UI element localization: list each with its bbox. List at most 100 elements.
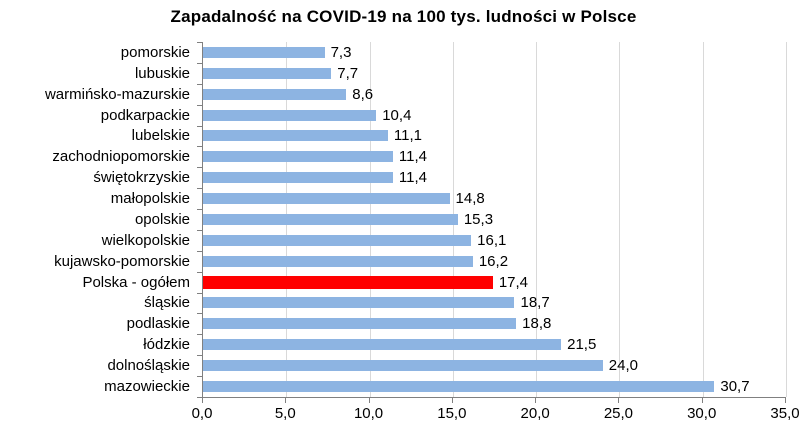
y-axis-tick bbox=[197, 376, 202, 378]
bar-row: 21,5 bbox=[203, 334, 786, 355]
y-axis-tick bbox=[197, 167, 202, 169]
category-label: zachodniopomorskie bbox=[52, 148, 190, 166]
x-axis-tick-label: 10,0 bbox=[353, 405, 384, 422]
x-axis-tick bbox=[202, 398, 203, 403]
x-axis-tick bbox=[535, 398, 537, 403]
bar-value-label: 7,7 bbox=[337, 64, 359, 82]
y-axis-tick bbox=[197, 397, 202, 398]
chart-title: Zapadalność na COVID-19 na 100 tys. ludn… bbox=[170, 7, 637, 26]
bar-row: 11,4 bbox=[203, 146, 786, 167]
x-axis-tick bbox=[368, 398, 370, 403]
bar bbox=[203, 151, 393, 163]
x-axis-tick bbox=[618, 398, 620, 403]
bar bbox=[203, 360, 603, 372]
x-axis-tick bbox=[701, 398, 703, 403]
category-label: kujawsko-pomorskie bbox=[54, 252, 190, 270]
category-label: mazowieckie bbox=[104, 377, 190, 395]
category-label: lubuskie bbox=[134, 64, 190, 82]
category-label: świętokrzyskie bbox=[93, 169, 190, 187]
x-axis-tick bbox=[785, 398, 786, 403]
bar bbox=[203, 297, 515, 309]
bar bbox=[203, 234, 472, 246]
category-label: łódzkie bbox=[143, 336, 190, 354]
bar-value-label: 16,2 bbox=[478, 252, 509, 270]
y-axis-tick bbox=[197, 292, 202, 294]
x-axis-tick-label: 15,0 bbox=[437, 405, 467, 422]
y-axis-tick bbox=[197, 125, 202, 127]
bar bbox=[203, 193, 450, 205]
y-axis-tick bbox=[197, 229, 202, 231]
y-axis-tick bbox=[197, 313, 202, 315]
category-label: wielkopolskie bbox=[101, 231, 190, 249]
bar bbox=[203, 46, 325, 58]
bar-value-label: 17,4 bbox=[498, 273, 529, 291]
bar-value-label: 11,4 bbox=[398, 169, 427, 187]
bar-value-label: 21,5 bbox=[567, 336, 597, 354]
bar-row: 14,8 bbox=[203, 188, 786, 209]
bar-row: 15,3 bbox=[203, 209, 786, 230]
x-axis-tick-label: 0,0 bbox=[191, 405, 213, 422]
x-axis-tick bbox=[451, 398, 453, 403]
bar bbox=[203, 88, 347, 100]
x-axis-tick-label: 5,0 bbox=[274, 405, 296, 422]
bar-row: 11,4 bbox=[203, 167, 786, 188]
y-axis-tick bbox=[197, 104, 202, 106]
bar-row: 17,4 bbox=[203, 272, 786, 293]
bar-value-label: 8,6 bbox=[352, 85, 374, 103]
y-axis-tick bbox=[197, 188, 202, 190]
bar bbox=[203, 213, 458, 225]
y-axis-tick bbox=[197, 355, 202, 357]
bar-row: 7,7 bbox=[203, 63, 786, 84]
bar-row: 24,0 bbox=[203, 355, 786, 376]
category-label: śląskie bbox=[144, 294, 190, 312]
bar-row: 11,1 bbox=[203, 126, 786, 147]
bar bbox=[203, 67, 332, 79]
bar-row: 7,3 bbox=[203, 42, 786, 63]
y-axis-tick bbox=[197, 209, 202, 211]
gridline bbox=[619, 42, 621, 397]
y-axis-tick bbox=[197, 334, 202, 336]
category-label: podlaskie bbox=[126, 315, 190, 333]
bar-value-label: 15,3 bbox=[463, 210, 494, 228]
bar-row: 16,2 bbox=[203, 251, 786, 272]
bar-value-label: 11,4 bbox=[398, 148, 427, 166]
x-axis-tick-label: 25,0 bbox=[603, 405, 634, 422]
bar bbox=[203, 318, 517, 330]
bar bbox=[203, 380, 715, 392]
x-axis-tick bbox=[285, 398, 287, 403]
highlight-bar bbox=[203, 275, 493, 289]
gridline bbox=[786, 42, 787, 397]
bar-value-label: 11,1 bbox=[393, 127, 422, 145]
bar-row: 8,6 bbox=[203, 84, 786, 105]
gridline bbox=[536, 42, 538, 397]
category-label: warmińsko-mazurskie bbox=[44, 85, 190, 103]
category-label: dolnośląskie bbox=[107, 357, 190, 375]
bar bbox=[203, 255, 473, 267]
category-label: podkarpackie bbox=[100, 106, 190, 124]
category-label: opolskie bbox=[134, 210, 190, 228]
category-label: małopolskie bbox=[110, 190, 190, 208]
category-label: Polska - ogółem bbox=[82, 273, 190, 291]
category-label: pomorskie bbox=[120, 43, 190, 61]
bar-row: 16,1 bbox=[203, 230, 786, 251]
bar bbox=[203, 172, 393, 184]
bar-value-label: 18,8 bbox=[522, 315, 552, 333]
plot-area: 7,3 7,7 8,6 10,4 11,1 11,4 11,4 14,8 15,3 16,1 16,… bbox=[202, 42, 787, 398]
x-axis-tick-label: 20,0 bbox=[520, 405, 550, 422]
y-axis-tick bbox=[197, 146, 202, 148]
y-axis-tick bbox=[197, 42, 202, 43]
bar-series: 7,3 7,7 8,6 10,4 11,1 11,4 11,4 14,8 15,3 16,1 16,… bbox=[203, 42, 786, 397]
x-axis-tick-label: 30,0 bbox=[687, 405, 717, 422]
gridline bbox=[702, 42, 704, 397]
bar-value-label: 14,8 bbox=[455, 190, 485, 208]
bar bbox=[203, 339, 562, 351]
bar-value-label: 30,7 bbox=[720, 377, 750, 395]
bar bbox=[203, 109, 377, 121]
y-axis-tick bbox=[197, 83, 202, 85]
x-axis-tick-label: 35,0 bbox=[770, 405, 800, 422]
y-axis-tick bbox=[197, 250, 202, 252]
bar-value-label: 7,3 bbox=[330, 43, 352, 61]
y-axis-tick bbox=[197, 271, 202, 273]
bar-value-label: 24,0 bbox=[608, 357, 638, 375]
